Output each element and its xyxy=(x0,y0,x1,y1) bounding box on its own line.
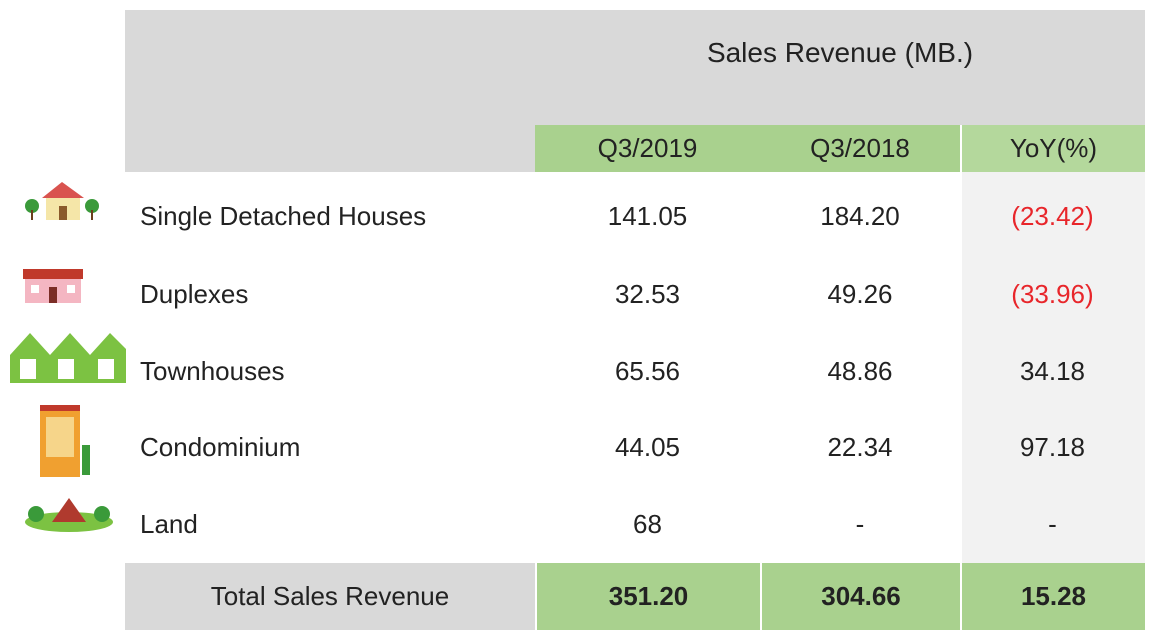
header-blank xyxy=(125,125,535,172)
yoy-column-bg xyxy=(962,172,1145,563)
total-label: Total Sales Revenue xyxy=(125,563,535,630)
cell-value: 32.53 xyxy=(614,278,681,309)
cell-value: 48.86 xyxy=(827,355,893,386)
total-value: 304.66 xyxy=(760,563,960,630)
header-band xyxy=(125,10,1145,125)
cell-value: 141.05 xyxy=(607,200,688,231)
column-header: Q3/2018 xyxy=(760,125,960,172)
row-label: Townhouses xyxy=(140,355,285,386)
cell-value: 34.18 xyxy=(1019,355,1086,386)
house-icon xyxy=(25,182,99,220)
cell-value: 65.56 xyxy=(614,355,681,386)
cell-value: 22.34 xyxy=(827,431,893,462)
condo-icon xyxy=(40,405,90,477)
cell-value: (23.42) xyxy=(1011,200,1094,231)
townhouse-icon xyxy=(10,333,126,383)
total-value: 351.20 xyxy=(535,563,760,630)
cell-value: 184.20 xyxy=(820,200,900,231)
cell-value: 68 xyxy=(633,508,662,539)
row-label: Single Detached Houses xyxy=(140,200,427,231)
column-header: Q3/2019 xyxy=(535,125,760,172)
duplex-icon xyxy=(23,269,83,303)
cell-value: 49.26 xyxy=(827,278,893,309)
land-icon xyxy=(25,498,113,532)
cell-value: - xyxy=(1048,508,1057,539)
total-value: 15.28 xyxy=(960,563,1145,630)
cell-value: 44.05 xyxy=(614,431,681,462)
row-label: Duplexes xyxy=(140,278,249,309)
cell-value: (33.96) xyxy=(1011,278,1094,309)
column-header: YoY(%) xyxy=(960,125,1145,172)
table-title: Sales Revenue (MB.) xyxy=(706,36,974,68)
cell-value: - xyxy=(855,508,865,539)
row-label: Condominium xyxy=(140,431,301,462)
cell-value: 97.18 xyxy=(1019,431,1086,462)
row-label: Land xyxy=(140,508,198,539)
